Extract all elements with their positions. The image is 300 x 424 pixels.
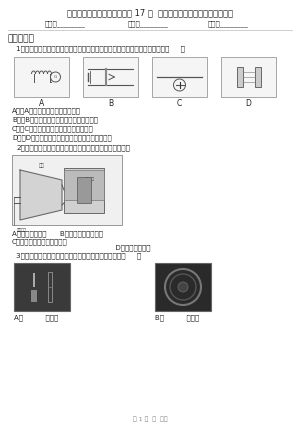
Bar bbox=[31, 290, 37, 302]
Bar bbox=[254, 67, 260, 87]
Text: 3．如圖所示用電器設備中，內部結構不含電動機的是（     ）: 3．如圖所示用電器設備中，內部結構不含電動機的是（ ） bbox=[16, 252, 141, 259]
Circle shape bbox=[178, 282, 188, 292]
Text: 永久磁鐵: 永久磁鐵 bbox=[17, 228, 27, 232]
Bar bbox=[155, 263, 211, 311]
Text: 1．如圖所示的四個實驗，關于它們分別所展示的物理現象的描述，正確的是（     ）: 1．如圖所示的四個實驗，關于它們分別所展示的物理現象的描述，正確的是（ ） bbox=[16, 45, 185, 52]
Text: 第 1 頁  共  分題: 第 1 頁 共 分題 bbox=[133, 416, 167, 421]
Text: 2．如圖所示，是動圈式揚聲器的結構示意圖，它的原理是: 2．如圖所示，是動圈式揚聲器的結構示意圖，它的原理是 bbox=[16, 144, 130, 151]
Bar bbox=[77, 177, 91, 203]
Text: B．圖B裝置用來展示磁場對通電導線的作用: B．圖B裝置用來展示磁場對通電導線的作用 bbox=[12, 116, 98, 123]
Bar bbox=[64, 170, 104, 200]
Bar bbox=[83, 57, 138, 97]
Bar bbox=[64, 168, 104, 213]
Text: B．          洗衣機: B． 洗衣機 bbox=[155, 314, 199, 321]
Text: C．圖C裝置用來展示電流周圍存在著磁場: C．圖C裝置用來展示電流周圍存在著磁場 bbox=[12, 125, 94, 131]
Bar bbox=[14, 57, 69, 97]
Text: B: B bbox=[108, 99, 113, 108]
Text: 班級：________: 班級：________ bbox=[128, 20, 168, 27]
Bar bbox=[12, 155, 122, 225]
Text: D．圖D裝置用來展示電磁鐵磁性強弱與電流的關系: D．圖D裝置用來展示電磁鐵磁性強弱與電流的關系 bbox=[12, 134, 112, 141]
Polygon shape bbox=[20, 170, 62, 220]
Text: A．          電水壺: A． 電水壺 bbox=[14, 314, 58, 321]
Text: G: G bbox=[54, 75, 57, 79]
Text: A．電磁感應現象      B．磁場對電流的作用: A．電磁感應現象 B．磁場對電流的作用 bbox=[12, 230, 103, 237]
Text: 一、單選題: 一、單選題 bbox=[8, 34, 35, 43]
Text: C: C bbox=[177, 99, 182, 108]
Text: 紙盆: 紙盆 bbox=[39, 163, 45, 168]
Bar bbox=[236, 67, 242, 87]
Text: C．把電信號轉換成聲音信號: C．把電信號轉換成聲音信號 bbox=[12, 238, 68, 245]
Text: 新人教版九年級物理下冊《第 17 章  電動機與發電機》知識達標測試題: 新人教版九年級物理下冊《第 17 章 電動機與發電機》知識達標測試題 bbox=[67, 8, 233, 17]
Text: 成績：________: 成績：________ bbox=[208, 20, 248, 27]
Bar bbox=[221, 57, 276, 97]
Text: D．靜電感應現象: D．靜電感應現象 bbox=[12, 244, 151, 251]
Text: 磁鐵紙盆: 磁鐵紙盆 bbox=[85, 177, 95, 181]
Bar bbox=[152, 57, 207, 97]
Text: A: A bbox=[39, 99, 44, 108]
Bar bbox=[33, 273, 35, 287]
Text: 姓名：________: 姓名：________ bbox=[45, 20, 86, 27]
Bar bbox=[14, 263, 70, 311]
Text: A．圖A裝置用來展示電磁感應現象: A．圖A裝置用來展示電磁感應現象 bbox=[12, 107, 81, 114]
Text: D: D bbox=[246, 99, 251, 108]
